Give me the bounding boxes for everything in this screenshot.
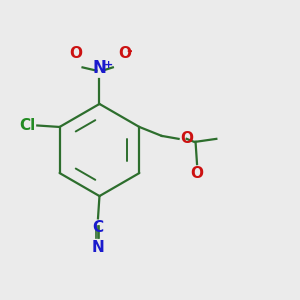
Text: N: N: [92, 240, 104, 255]
Text: N: N: [92, 59, 106, 77]
Text: Cl: Cl: [20, 118, 36, 133]
Text: O: O: [118, 46, 131, 62]
Text: O: O: [69, 46, 82, 62]
Text: O: O: [181, 131, 194, 146]
Text: +: +: [104, 60, 113, 70]
Text: O: O: [190, 166, 203, 181]
Text: C: C: [92, 220, 104, 235]
Text: -: -: [126, 44, 132, 58]
